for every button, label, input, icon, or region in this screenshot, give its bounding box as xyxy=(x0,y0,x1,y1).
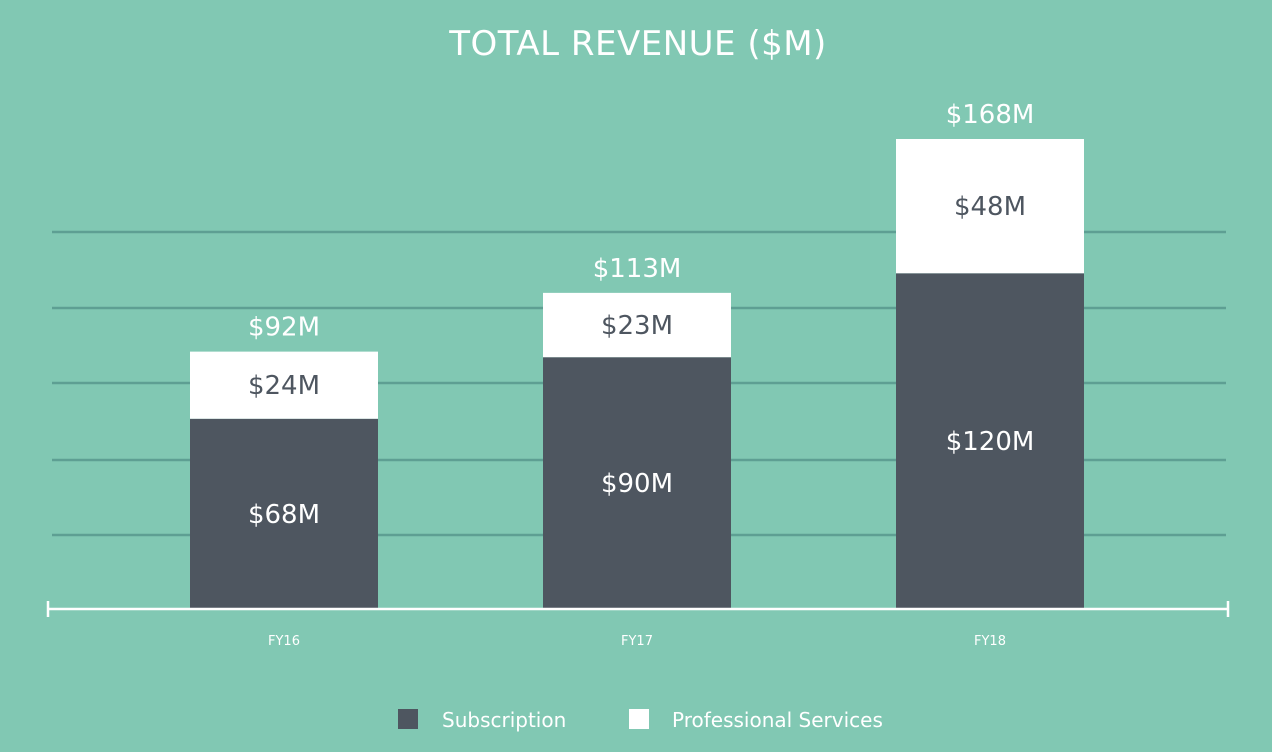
bar-subscription-fy18 xyxy=(896,273,1084,609)
bars: $68M $24M $92M $90M $23M $113M $120M $48M $168M xyxy=(190,100,1084,609)
legend-label-subscription: Subscription xyxy=(442,708,566,732)
legend-swatch-subscription xyxy=(398,709,418,729)
bar-professional-services-fy18 xyxy=(896,139,1084,274)
label-professional-services-fy17: $23M xyxy=(601,311,673,341)
total-label-fy17: $113M xyxy=(593,254,682,284)
tick-label-fy18: FY18 xyxy=(974,634,1006,649)
bar-professional-services-fy17 xyxy=(543,292,731,358)
label-subscription-fy17: $90M xyxy=(601,469,673,499)
bar-subscription-fy16 xyxy=(190,418,378,609)
label-subscription-fy18: $120M xyxy=(946,427,1035,457)
chart-title: TOTAL REVENUE ($M) xyxy=(448,24,827,64)
x-axis: FY16 FY17 FY18 xyxy=(46,601,1230,649)
bar-professional-services-fy16 xyxy=(190,351,378,419)
label-subscription-fy16: $68M xyxy=(248,500,320,530)
tick-label-fy16: FY16 xyxy=(268,634,300,649)
total-label-fy18: $168M xyxy=(946,100,1035,130)
tick-label-fy17: FY17 xyxy=(621,634,653,649)
legend-swatch-professional-services xyxy=(629,709,649,729)
total-label-fy16: $92M xyxy=(248,313,320,343)
legend-label-professional-services: Professional Services xyxy=(672,708,883,732)
label-professional-services-fy18: $48M xyxy=(954,192,1026,222)
label-professional-services-fy16: $24M xyxy=(248,371,320,401)
bar-subscription-fy17 xyxy=(543,357,731,609)
legend: Subscription Professional Services xyxy=(398,708,883,732)
